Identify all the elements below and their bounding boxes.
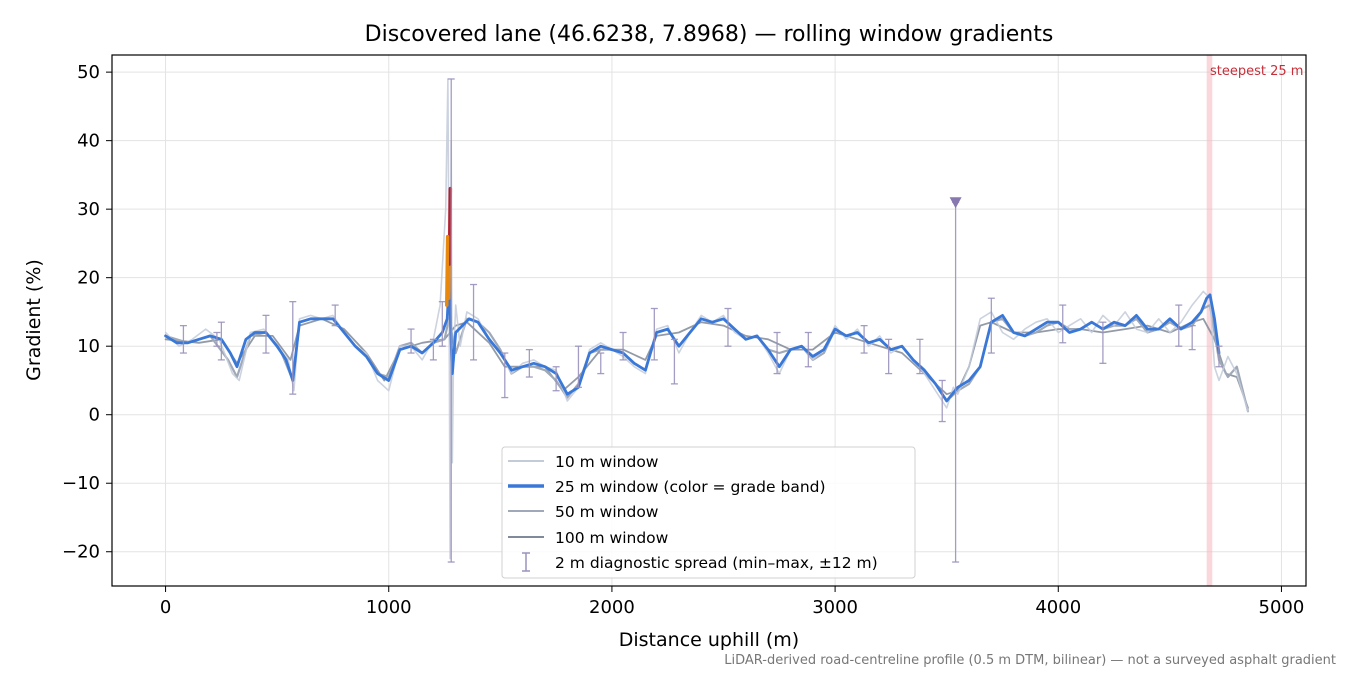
x-tick-label: 1000 bbox=[366, 597, 412, 618]
spread-bar bbox=[987, 297, 995, 354]
spread-bar bbox=[724, 307, 732, 347]
x-axis-title: Distance uphill (m) bbox=[619, 629, 799, 651]
plot-frame bbox=[111, 54, 1307, 587]
spread-bar bbox=[619, 331, 627, 361]
x-tick-label: 4000 bbox=[1035, 597, 1081, 618]
y-tick-label: 50 bbox=[77, 62, 100, 83]
grade-band-segment-orange bbox=[445, 234, 450, 307]
spread-bar bbox=[262, 314, 270, 354]
x-tick-label: 0 bbox=[160, 597, 171, 618]
spread-bar bbox=[1099, 321, 1107, 364]
footnote: LiDAR-derived road-centreline profile (0… bbox=[724, 653, 1336, 668]
legend-label-25m: 25 m window (color = grade band) bbox=[555, 478, 826, 496]
series-line-25m bbox=[164, 276, 1221, 403]
grid bbox=[112, 55, 1306, 586]
series-line-100m bbox=[164, 317, 1249, 409]
legend-swatch-spread bbox=[522, 552, 530, 572]
spread-bar bbox=[1059, 304, 1067, 344]
marker-triangle bbox=[949, 197, 962, 209]
legend-label-10m: 10 m window bbox=[555, 453, 659, 471]
legend: 10 m window 25 m window (color = grade b… bbox=[501, 446, 916, 579]
spread-bar bbox=[552, 366, 560, 392]
spread-bar bbox=[331, 304, 339, 327]
spread-bar bbox=[574, 345, 582, 388]
legend-label-100m: 100 m window bbox=[555, 529, 669, 547]
spread-bar bbox=[217, 321, 225, 361]
grade-band-segment-red bbox=[447, 186, 453, 266]
marker-layer bbox=[949, 197, 962, 209]
spread-bar bbox=[1175, 304, 1183, 347]
y-axis-title: Gradient (%) bbox=[23, 259, 45, 381]
spread-bar bbox=[916, 338, 924, 375]
steepest-highlight bbox=[1206, 55, 1213, 586]
series-lines bbox=[164, 78, 1250, 560]
spread-bar bbox=[804, 331, 812, 368]
spread-bar bbox=[407, 328, 415, 354]
diagnostic-spread bbox=[179, 78, 1223, 563]
spread-bar bbox=[885, 338, 893, 375]
grade-band-segments bbox=[445, 186, 453, 307]
chart-title: Discovered lane (46.6238, 7.8968) — roll… bbox=[365, 22, 1054, 47]
series-line-10m bbox=[164, 78, 1249, 560]
legend-box bbox=[501, 446, 916, 579]
spread-bar bbox=[860, 324, 868, 354]
legend-label-spread: 2 m diagnostic spread (min–max, ±12 m) bbox=[555, 554, 878, 572]
spread-bar bbox=[525, 348, 533, 378]
y-tick-label: 20 bbox=[77, 268, 100, 289]
y-tick-label: 30 bbox=[77, 199, 100, 220]
spread-bar bbox=[179, 324, 187, 354]
y-tick-label: 0 bbox=[89, 405, 100, 426]
spread-bar bbox=[501, 352, 509, 399]
spread-bar bbox=[670, 338, 678, 385]
steepest-annotation: steepest 25 m bbox=[1210, 64, 1303, 79]
spread-bar bbox=[213, 331, 221, 347]
x-tick-label: 5000 bbox=[1259, 597, 1305, 618]
x-axis: 0 1000 2000 3000 4000 5000 bbox=[160, 586, 1305, 618]
y-axis: −20 −10 0 10 20 30 40 50 bbox=[62, 62, 112, 563]
spread-bar bbox=[1188, 324, 1196, 351]
spread-bar bbox=[1215, 345, 1223, 368]
spread-bar bbox=[289, 301, 297, 395]
x-tick-label: 3000 bbox=[812, 597, 858, 618]
steepest-band bbox=[1206, 55, 1213, 586]
legend-label-50m: 50 m window bbox=[555, 503, 659, 521]
x-tick-label: 2000 bbox=[589, 597, 635, 618]
y-tick-label: 10 bbox=[77, 336, 100, 357]
spread-bar bbox=[773, 331, 781, 375]
spread-bar bbox=[597, 352, 605, 375]
spread-bar bbox=[447, 78, 455, 563]
y-tick-label: −20 bbox=[62, 542, 100, 563]
y-tick-label: −10 bbox=[62, 473, 100, 494]
spread-bar bbox=[938, 379, 946, 423]
spread-bar bbox=[470, 283, 478, 361]
spread-bar bbox=[650, 307, 658, 361]
y-tick-label: 40 bbox=[77, 131, 100, 152]
spread-bar bbox=[438, 301, 446, 347]
spread-bar bbox=[429, 338, 437, 361]
